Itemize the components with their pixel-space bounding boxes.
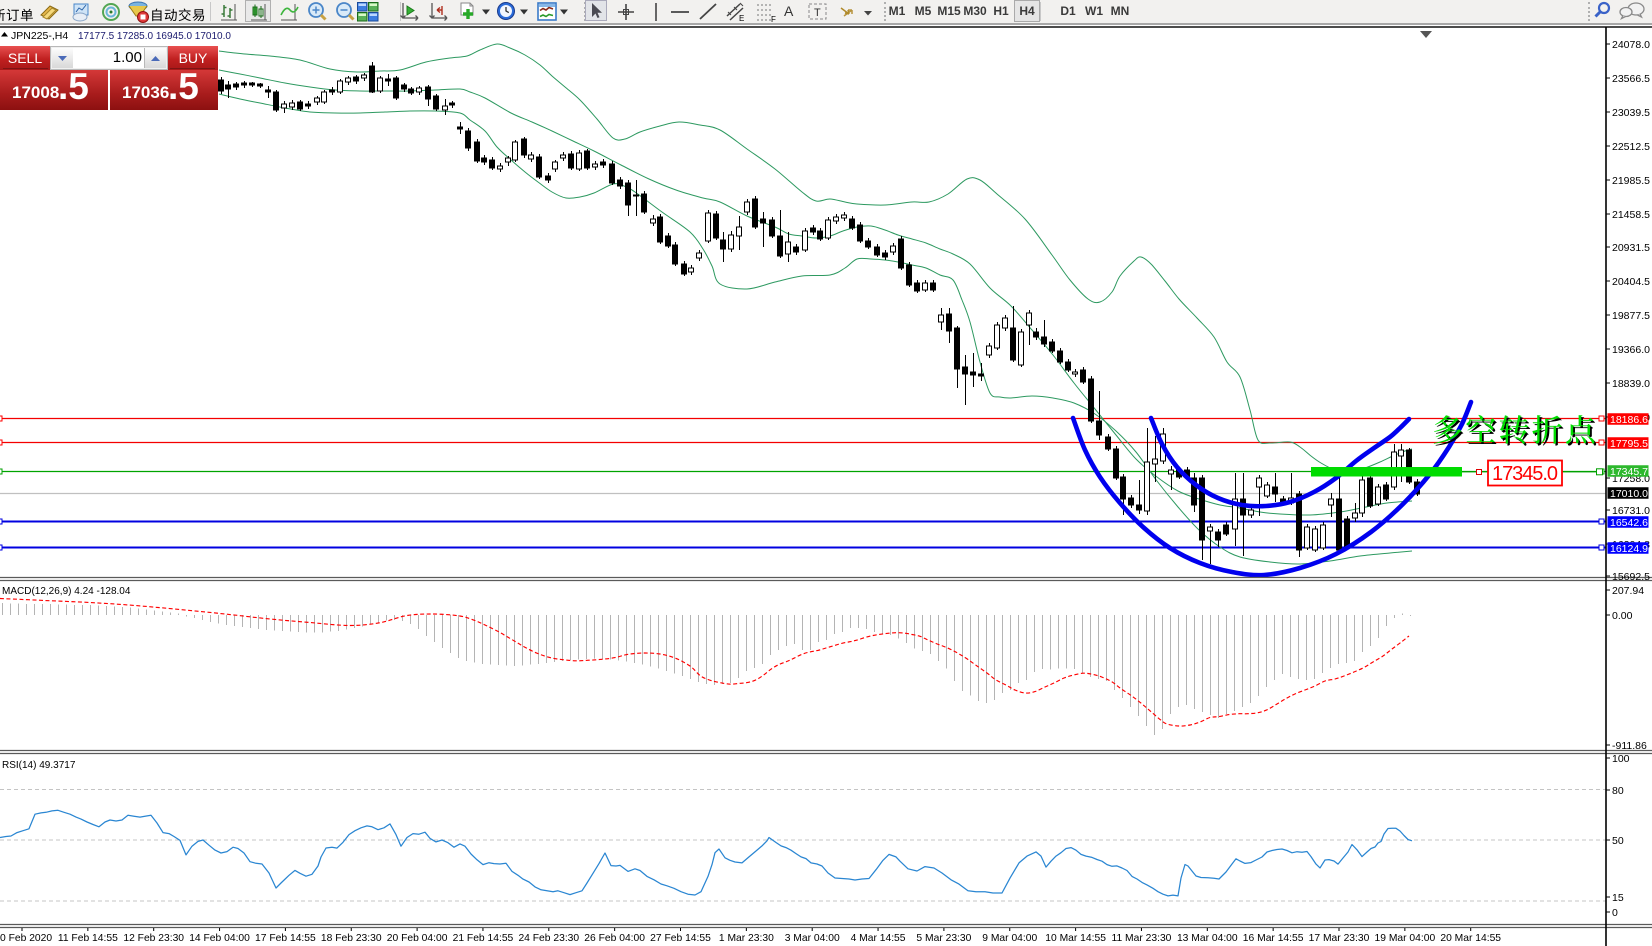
svg-text:10 Mar 14:55: 10 Mar 14:55 [1045,933,1106,944]
svg-text:1 Mar 23:30: 1 Mar 23:30 [719,933,774,944]
svg-text:17795.5: 17795.5 [1610,438,1648,450]
svg-text:JPN225-,H4: JPN225-,H4 [11,30,68,42]
svg-text:23566.5: 23566.5 [1612,73,1650,85]
svg-text:E: E [739,14,744,23]
svg-text:20 Feb 04:00: 20 Feb 04:00 [387,933,448,944]
svg-text:21985.5: 21985.5 [1612,175,1650,187]
svg-text:13 Mar 04:00: 13 Mar 04:00 [1177,933,1238,944]
svg-text:19 Mar 04:00: 19 Mar 04:00 [1375,933,1436,944]
svg-text:80: 80 [1612,785,1624,797]
svg-text:20 Mar 14:55: 20 Mar 14:55 [1440,933,1501,944]
svg-text:18839.0: 18839.0 [1612,378,1650,390]
svg-text:22512.5: 22512.5 [1612,141,1650,153]
svg-text:F: F [771,15,776,24]
svg-text:11 Mar 23:30: 11 Mar 23:30 [1111,933,1171,944]
svg-text:MACD(12,26,9) 4.24 -128.04: MACD(12,26,9) 4.24 -128.04 [2,586,131,597]
svg-text:11 Feb 14:55: 11 Feb 14:55 [58,933,118,944]
svg-text:17345.7: 17345.7 [1610,466,1648,478]
svg-text:26 Feb 04:00: 26 Feb 04:00 [584,933,645,944]
svg-text:17345.0: 17345.0 [1492,463,1558,485]
svg-text:17177.5 17285.0 16945.0 17010.: 17177.5 17285.0 16945.0 17010.0 [78,31,231,42]
svg-text:19366.0: 19366.0 [1612,344,1650,356]
svg-text:15: 15 [1612,892,1624,904]
svg-text:18 Feb 23:30: 18 Feb 23:30 [321,933,382,944]
svg-text:19877.5: 19877.5 [1612,310,1650,322]
svg-text:0 Feb 2020: 0 Feb 2020 [0,933,52,944]
svg-text:27 Feb 14:55: 27 Feb 14:55 [650,933,711,944]
svg-text:15692.5: 15692.5 [1612,571,1650,583]
svg-text:16124.9: 16124.9 [1610,543,1648,555]
svg-text:17 Feb 14:55: 17 Feb 14:55 [255,933,316,944]
svg-text:20404.5: 20404.5 [1612,276,1650,288]
svg-text:16542.6: 16542.6 [1610,517,1648,529]
svg-text:207.94: 207.94 [1612,585,1644,597]
svg-text:14 Feb 04:00: 14 Feb 04:00 [189,933,250,944]
svg-text:3 Mar 04:00: 3 Mar 04:00 [785,933,840,944]
svg-text:4 Mar 14:55: 4 Mar 14:55 [851,933,906,944]
svg-text:100: 100 [1612,753,1630,765]
svg-text:0.00: 0.00 [1612,610,1633,622]
svg-text:0: 0 [1612,907,1618,919]
svg-text:24 Feb 23:30: 24 Feb 23:30 [518,933,579,944]
svg-text:16731.0: 16731.0 [1612,505,1650,517]
svg-text:16 Mar 14:55: 16 Mar 14:55 [1243,933,1304,944]
svg-text:50: 50 [1612,835,1624,847]
svg-text:21 Feb 14:55: 21 Feb 14:55 [453,933,514,944]
svg-text:-911.86: -911.86 [1612,740,1647,752]
svg-text:17 Mar 23:30: 17 Mar 23:30 [1309,933,1370,944]
svg-text:21458.5: 21458.5 [1612,209,1650,221]
svg-text:RSI(14) 49.3717: RSI(14) 49.3717 [2,760,76,771]
svg-text:T: T [814,7,821,19]
svg-text:5 Mar 23:30: 5 Mar 23:30 [916,933,971,944]
svg-text:12 Feb 23:30: 12 Feb 23:30 [123,933,184,944]
svg-text:20931.5: 20931.5 [1612,242,1650,254]
svg-text:18186.6: 18186.6 [1610,414,1648,426]
svg-text:23039.5: 23039.5 [1612,107,1650,119]
svg-text:9 Mar 04:00: 9 Mar 04:00 [982,933,1037,944]
svg-text:24078.0: 24078.0 [1612,39,1650,51]
svg-text:17010.0: 17010.0 [1610,488,1648,500]
